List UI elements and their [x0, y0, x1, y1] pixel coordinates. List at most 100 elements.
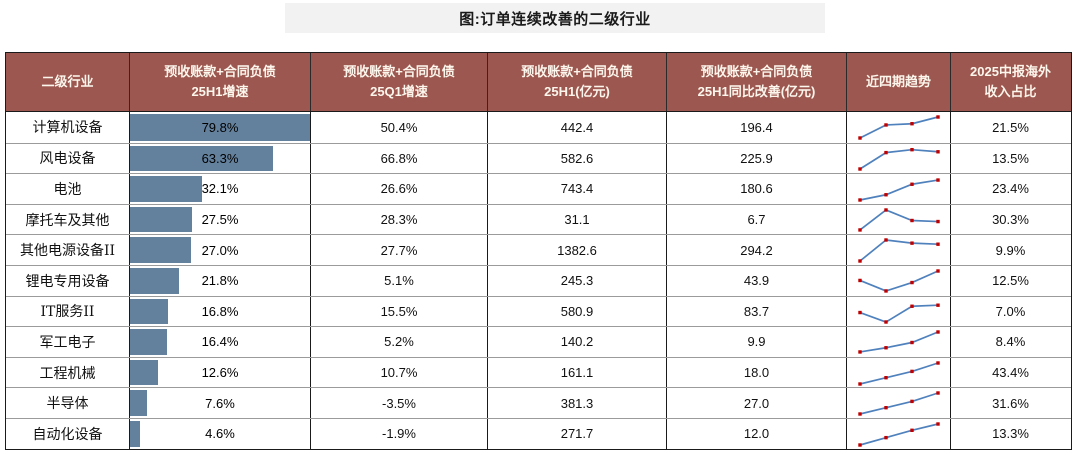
header-line-1: 预收账款+合同负债 [164, 63, 276, 79]
industry-label: IT服务II [6, 296, 130, 327]
yoy-improvement-value: 180.6 [667, 174, 847, 204]
overseas-share-value: 30.3% [992, 212, 1029, 228]
col-header-yoy-improvement: 预收账款+合同负债 25H1同比改善(亿元) [667, 53, 847, 111]
trend-marker [936, 150, 940, 154]
q1-growth-value: 5.2% [311, 327, 488, 357]
table-header-row: 二级行业 预收账款+合同负债 25H1增速 预收账款+合同负债 25Q1增速 预收账款+合… [6, 53, 1071, 112]
h1-growth-bar-cell: 32.1% [130, 174, 311, 204]
q1-growth-value: 27.7% [311, 235, 488, 265]
h1-amount-value: 161.1 [488, 357, 667, 388]
h1-growth-bar [130, 114, 310, 141]
overseas-share-value: 13.3% [992, 426, 1029, 442]
trend-marker [858, 198, 862, 202]
h1-amount-value: 582.6 [488, 143, 667, 174]
header-line-1: 2025中报海外 [970, 63, 1051, 79]
q1-growth-value: 15.5% [311, 296, 488, 327]
yoy-improvement-value: 225.9 [667, 143, 847, 174]
h1-amount-value: 31.1 [488, 204, 667, 235]
industry-label: 锂电专用设备 [6, 265, 130, 296]
trend-marker [884, 346, 888, 350]
header-line-1: 预收账款+合同负债 [700, 63, 813, 79]
trend-marker [910, 369, 914, 373]
h1-growth-bar [130, 145, 273, 172]
header-line-2: 25Q1增速 [370, 84, 428, 99]
trend-sparkline [847, 174, 951, 204]
h1-growth-value: 27.0% [201, 242, 239, 258]
h1-growth-bar-cell: 27.5% [130, 204, 311, 235]
q1-growth-value: 28.3% [311, 204, 488, 235]
h1-growth-bar-cell: 79.8% [130, 112, 311, 143]
trend-marker [884, 435, 888, 440]
overseas-share-value: 7.0% [995, 303, 1026, 319]
table-body: 计算机设备 79.8% 50.4% 442.4 196.4 21.5% 风电设备 63.3% 6… [6, 112, 1071, 449]
trend-marker [910, 304, 914, 309]
q1-growth-value: 26.6% [311, 174, 488, 204]
trend-sparkline [847, 265, 951, 296]
trend-sparkline-chart [858, 148, 940, 172]
q1-growth-value: -1.9% [311, 418, 488, 449]
trend-sparkline [847, 112, 951, 143]
header-line-2: 25H1同比改善(亿元) [697, 84, 816, 99]
h1-growth-value: 16.8% [201, 303, 239, 319]
trend-marker [884, 193, 888, 197]
trend-marker [910, 399, 914, 404]
table-row: 半导体 7.6% -3.5% 381.3 27.0 31.6% [6, 387, 1071, 418]
h1-growth-value: 12.6% [201, 365, 239, 381]
industry-label: 其他电源设备II [6, 235, 130, 265]
trend-marker [910, 218, 914, 222]
q1-growth-value: -3.5% [311, 388, 488, 418]
trend-marker [884, 406, 888, 410]
figure-title: 图:订单连续改善的二级行业 [459, 10, 651, 28]
trend-marker [910, 340, 914, 345]
table-row: 锂电专用设备 21.8% 5.1% 245.3 43.9 12.5% [6, 264, 1071, 296]
trend-sparkline-chart [858, 360, 940, 386]
h1-growth-bar-cell: 16.4% [130, 327, 311, 357]
h1-growth-value: 27.5% [201, 212, 239, 228]
h1-growth-bar-cell: 21.8% [130, 265, 311, 296]
trend-marker [858, 167, 862, 172]
trend-marker [884, 375, 888, 379]
trend-marker [910, 241, 914, 246]
trend-sparkline [847, 388, 951, 418]
industry-label: 风电设备 [6, 143, 130, 174]
trend-marker [858, 350, 862, 354]
col-header-q1-growth: 预收账款+合同负债 25Q1增速 [311, 53, 488, 111]
trend-marker [858, 278, 862, 282]
h1-growth-bar-cell: 12.6% [130, 357, 311, 388]
header-line-2: 25H1增速 [191, 84, 249, 99]
header-line-1: 预收账款+合同负债 [521, 63, 633, 79]
trend-marker [884, 207, 888, 212]
h1-growth-value: 16.4% [201, 334, 239, 350]
trend-marker [858, 311, 862, 315]
overseas-share-value: 31.6% [992, 395, 1029, 411]
q1-growth-value: 5.1% [311, 265, 488, 296]
trend-marker [910, 182, 914, 186]
table-row: 摩托车及其他 27.5% 28.3% 31.1 6.7 30.3% [6, 203, 1071, 235]
overseas-share-value: 23.4% [992, 181, 1029, 197]
trend-sparkline-chart [858, 330, 940, 354]
col-header-trend: 近四期趋势 [847, 53, 951, 111]
industry-label: 电池 [6, 174, 130, 204]
table-row: 军工电子 16.4% 5.2% 140.2 9.9 8.4% [6, 326, 1071, 357]
h1-growth-value: 32.1% [201, 181, 239, 197]
h1-growth-bar-cell: 4.6% [130, 418, 311, 449]
trend-sparkline-chart [858, 207, 940, 232]
trend-marker [858, 136, 862, 140]
table-row: 其他电源设备II 27.0% 27.7% 1382.6 294.2 9.9% [6, 234, 1071, 265]
table-row: 工程机械 12.6% 10.7% 161.1 18.0 43.4% [6, 356, 1071, 388]
trend-marker [884, 289, 888, 293]
trend-sparkline [847, 204, 951, 235]
header-line-2: 收入占比 [984, 84, 1037, 99]
h1-growth-value: 7.6% [205, 395, 235, 411]
trend-sparkline-chart [858, 269, 940, 293]
header-line-1: 二级行业 [41, 73, 94, 89]
industry-label: 工程机械 [6, 357, 130, 388]
trend-marker [936, 178, 940, 182]
trend-marker [910, 428, 914, 432]
h1-growth-bar [130, 420, 141, 447]
h1-growth-value: 4.6% [205, 426, 235, 442]
h1-growth-value: 63.3% [201, 150, 239, 166]
trend-marker [936, 360, 940, 365]
table-row: 计算机设备 79.8% 50.4% 442.4 196.4 21.5% [6, 112, 1071, 143]
h1-growth-bar-cell: 16.8% [130, 296, 311, 327]
